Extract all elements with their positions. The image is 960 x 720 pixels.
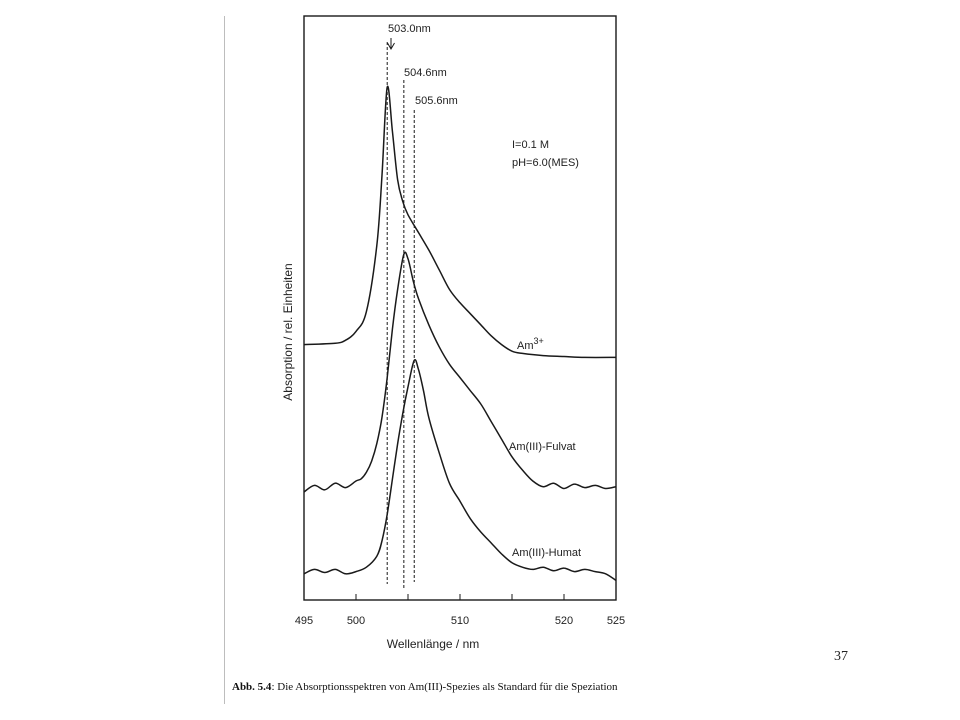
x-tick-label-500: 500 (347, 615, 365, 627)
series-label-fulvat: Am(III)-Fulvat (509, 441, 576, 453)
x-axis-title: Wellenlänge / nm (387, 637, 480, 651)
series-label-am3plus-superscript: 3+ (534, 336, 544, 346)
page-number: 37 (834, 649, 848, 664)
series-line-am-iii-fulvat (303, 251, 617, 493)
condition-ph: pH=6.0(MES) (512, 157, 579, 169)
series-label-humat: Am(III)-Humat (512, 547, 581, 559)
figure-caption-label: Abb. 5.4 (232, 681, 272, 693)
plot-frame (303, 15, 617, 601)
y-axis-title: Absorption / rel. Einheiten (281, 263, 295, 400)
peak-marker-labels: 503.0nm 504.6nm 505.6nm (388, 23, 458, 107)
x-axis-tick-labels: 495 500 510 520 525 (295, 615, 625, 627)
peak-label-504.6: 504.6nm (404, 67, 447, 79)
series-line-am-iii-humat (303, 358, 617, 582)
spectrum-curves (303, 85, 617, 582)
x-tick-label-495: 495 (295, 615, 313, 627)
x-tick-label-525: 525 (607, 615, 625, 627)
peak-arrow-icon (387, 38, 395, 50)
figure-caption-text: : Die Absorptionsspektren von Am(III)-Sp… (271, 681, 618, 693)
peak-marker-lines (386, 42, 415, 590)
condition-ionic-strength: I=0.1 M (512, 139, 549, 151)
series-line-am3- (303, 85, 617, 359)
page-margin-line (224, 16, 225, 704)
x-tick-label-520: 520 (555, 615, 573, 627)
peak-label-503: 503.0nm (388, 23, 431, 35)
x-axis-ticks (303, 594, 617, 600)
figure-caption: Abb. 5.4: Die Absorptionsspektren von Am… (232, 681, 792, 693)
peak-label-505.6: 505.6nm (415, 95, 458, 107)
series-label-am3plus: Am3+ (517, 336, 544, 352)
series-label-am3plus-base: Am (517, 340, 534, 352)
x-tick-label-510: 510 (451, 615, 469, 627)
